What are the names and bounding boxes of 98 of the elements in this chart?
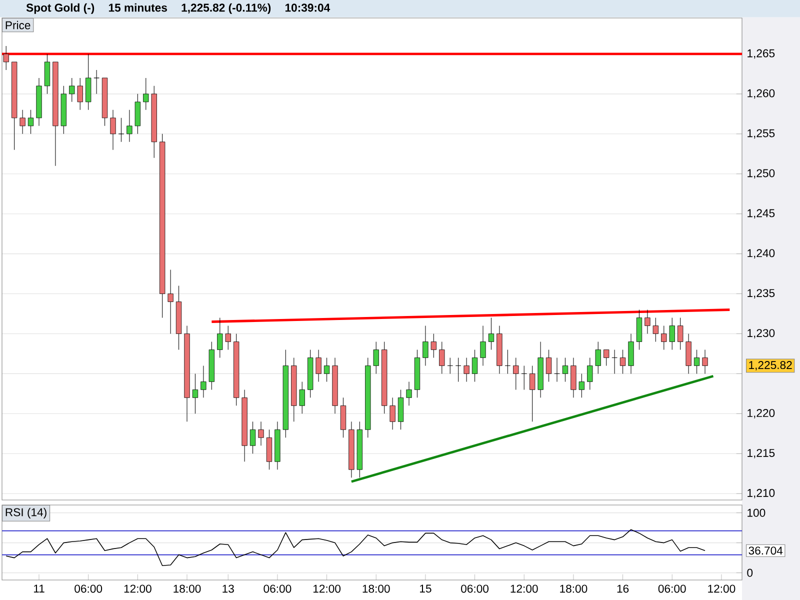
candlestick [422,325,428,366]
candlestick [562,357,568,382]
candlestick [472,349,478,382]
candlestick [250,421,256,454]
candlestick [340,397,346,438]
candlestick [430,333,437,358]
text: 10:39:04 [285,4,330,12]
candlestick [652,317,659,342]
x-tick-label: 06:00 [658,584,686,593]
candlestick [447,357,453,374]
x-tick-label: 12:00 [124,584,152,593]
candlestick [398,389,404,430]
candlestick [406,381,412,406]
x-tick-label: 11 [34,584,44,593]
x-tick-label: 12:00 [313,584,341,593]
candlestick [570,357,576,398]
candlestick [200,365,206,398]
y-tick-label: 1,210 [748,488,775,498]
candlestick [20,110,26,134]
text: 36.704 [748,546,783,555]
x-tick-label: 18:00 [174,584,201,593]
candlestick [69,78,75,102]
candlestick [620,349,626,374]
candlestick [134,94,140,134]
x-tick-label: 06:00 [74,584,102,593]
candlestick [439,341,445,374]
y-tick-label: 1,230 [748,329,775,338]
candlestick [299,381,305,414]
y-tick-label: 1,255 [748,129,775,139]
candlestick [44,54,50,94]
y-tick-label: 100 [748,508,766,517]
candlestick [530,365,536,422]
candlestick [266,429,272,470]
candlestick [521,365,527,390]
candlestick [316,349,322,382]
x-tick-label: 12:00 [708,584,736,593]
y-tick-label: 1,260 [748,89,775,99]
candlestick [456,357,462,382]
text: 1,225.82 [749,361,792,370]
candlestick [628,333,634,374]
chart-title: Spot Gold (-) [26,3,94,14]
candlestick [86,54,92,110]
candlestick [678,317,684,350]
candlestick [143,78,149,110]
candlestick [554,357,560,382]
chart-subtitle: 15 minutes [108,3,167,12]
candlestick [669,317,675,350]
y-tick-label: 1,215 [748,448,775,458]
y-axis-title: RSI (14) [6,508,46,518]
candlestick [464,357,470,382]
candlestick [513,357,519,390]
text: 1,225.82 (-0.11%) [182,3,271,14]
candlestick [578,373,585,398]
x-tick-label: 18:00 [560,584,588,593]
candlestick [324,357,330,382]
x-tick-label: 15 [420,584,432,593]
candlestick [77,78,83,110]
candlestick [702,349,708,374]
candlestick [390,397,396,430]
y-tick-label: 1,250 [748,169,775,179]
candlestick [661,325,667,350]
y-tick-label: 0 [747,568,753,577]
x-tick-label: 12:00 [510,584,538,593]
y-tick-label: 1,245 [748,209,775,219]
candlestick [258,421,264,446]
candlestick [168,270,174,334]
y-tick-label: 1,240 [748,249,775,258]
candlestick [604,349,610,366]
candlestick [694,349,700,374]
candlestick [546,349,552,382]
candlestick [28,110,34,134]
candlestick [636,309,642,350]
x-tick-label: 06:00 [461,584,489,593]
candlestick [217,317,223,358]
candlestick [118,118,124,142]
candlestick [225,325,231,350]
candlestick [126,110,132,142]
x-tick-label: 18:00 [362,584,390,593]
x-tick-label: 06:00 [264,584,292,593]
candlestick [644,309,650,334]
candlestick [587,357,593,390]
y-axis-title: Price [6,20,30,30]
candlestick [504,349,511,374]
candlestick [595,341,601,374]
y-tick-label: 1,220 [748,408,775,418]
y-tick-label: 1,265 [748,49,775,59]
candlestick [488,317,494,350]
candlestick [94,70,100,94]
candlestick [373,341,379,374]
candlestick [192,373,198,414]
y-tick-label: 1,235 [748,289,775,298]
candlestick [3,46,9,70]
candlestick [110,110,116,150]
x-tick-label: 13 [222,584,234,593]
candlestick [480,325,486,366]
candlestick [612,349,618,374]
x-tick-label: 16 [617,584,629,593]
candlestick [686,333,692,374]
